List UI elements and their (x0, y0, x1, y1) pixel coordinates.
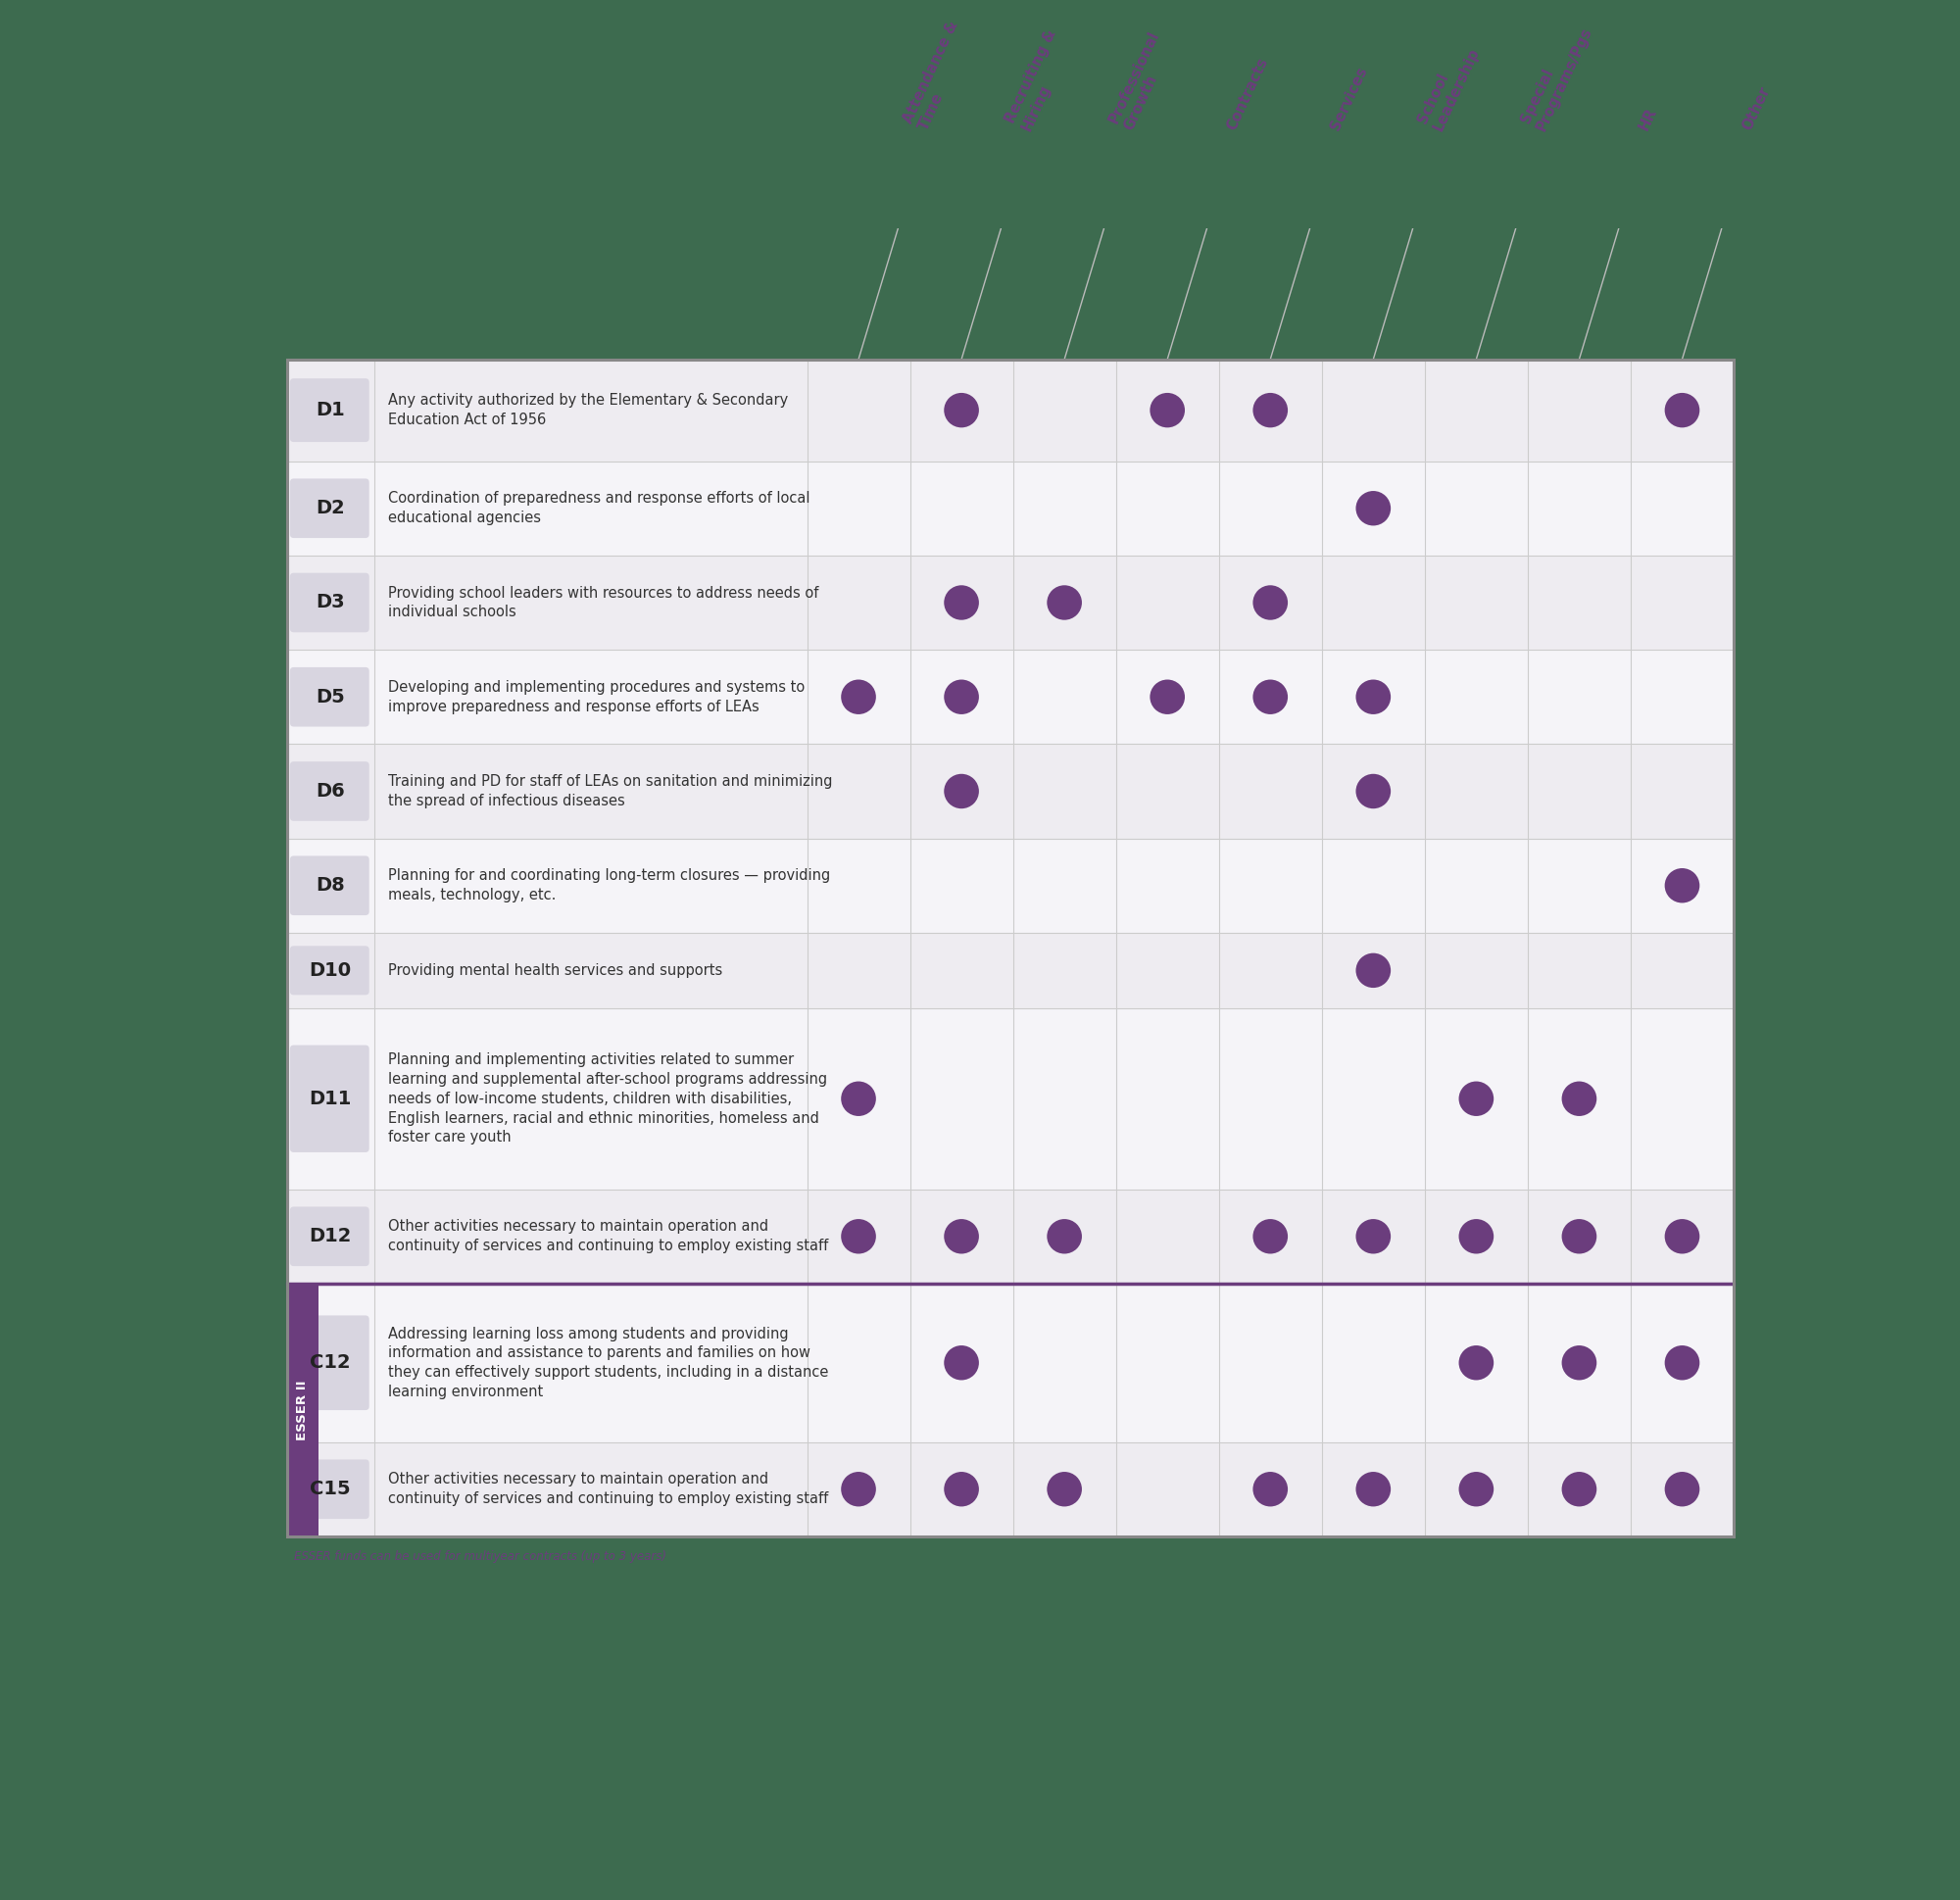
Text: ESSER II: ESSER II (296, 1379, 310, 1440)
Circle shape (841, 1220, 876, 1254)
Text: D12: D12 (310, 1227, 351, 1246)
Circle shape (1664, 868, 1699, 902)
Circle shape (1562, 1081, 1597, 1115)
Circle shape (1664, 1345, 1699, 1379)
Text: School
Leadership: School Leadership (1415, 38, 1482, 133)
Circle shape (1458, 1473, 1494, 1507)
Text: C15: C15 (310, 1480, 351, 1499)
Text: Planning and implementing activities related to summer
learning and supplemental: Planning and implementing activities rel… (388, 1053, 827, 1146)
Circle shape (1151, 680, 1186, 714)
FancyBboxPatch shape (290, 946, 368, 996)
Circle shape (945, 680, 978, 714)
Circle shape (1047, 585, 1082, 619)
Bar (286, 1442, 1735, 1537)
Text: Addressing learning loss among students and providing
information and assistance: Addressing learning loss among students … (388, 1326, 829, 1398)
Circle shape (1458, 1081, 1494, 1115)
Circle shape (1151, 393, 1186, 428)
Bar (286, 359, 1735, 462)
Text: D1: D1 (316, 401, 345, 420)
Text: HR: HR (1637, 106, 1660, 133)
Text: Providing school leaders with resources to address needs of
individual schools: Providing school leaders with resources … (388, 585, 819, 619)
Text: Providing mental health services and supports: Providing mental health services and sup… (388, 963, 721, 979)
Bar (286, 745, 1735, 838)
Text: D6: D6 (316, 783, 345, 800)
Text: D2: D2 (316, 500, 345, 517)
Circle shape (1356, 1473, 1392, 1507)
Text: Other activities necessary to maintain operation and
continuity of services and : Other activities necessary to maintain o… (388, 1473, 827, 1507)
Text: Attendance &
Time: Attendance & Time (900, 19, 976, 133)
Circle shape (945, 393, 978, 428)
Circle shape (1562, 1345, 1597, 1379)
Bar (286, 1284, 319, 1537)
Bar (286, 555, 1735, 650)
Circle shape (1664, 1220, 1699, 1254)
FancyBboxPatch shape (290, 1045, 368, 1151)
FancyBboxPatch shape (290, 1207, 368, 1265)
Bar (286, 650, 1735, 745)
FancyBboxPatch shape (290, 378, 368, 443)
Text: Contracts: Contracts (1225, 55, 1272, 133)
Text: Developing and implementing procedures and systems to
improve preparedness and r: Developing and implementing procedures a… (388, 680, 804, 714)
Bar (286, 838, 1735, 933)
Text: Training and PD for staff of LEAs on sanitation and minimizing
the spread of inf: Training and PD for staff of LEAs on san… (388, 773, 833, 808)
Text: Other: Other (1739, 86, 1772, 133)
Text: D5: D5 (316, 688, 345, 707)
FancyBboxPatch shape (290, 574, 368, 633)
Circle shape (841, 1081, 876, 1115)
Circle shape (1458, 1345, 1494, 1379)
Text: C12: C12 (310, 1353, 351, 1372)
Circle shape (945, 585, 978, 619)
Circle shape (841, 680, 876, 714)
Bar (286, 1284, 1735, 1442)
Text: D11: D11 (310, 1089, 351, 1108)
Text: D3: D3 (316, 593, 345, 612)
FancyBboxPatch shape (290, 1315, 368, 1410)
Bar (286, 1009, 1735, 1189)
Text: D10: D10 (310, 961, 351, 980)
Text: Services: Services (1327, 65, 1370, 133)
Circle shape (1252, 393, 1288, 428)
FancyBboxPatch shape (290, 762, 368, 821)
Circle shape (1356, 1220, 1392, 1254)
Circle shape (945, 1345, 978, 1379)
Circle shape (1356, 954, 1392, 988)
Text: Special
Programs/Pgs: Special Programs/Pgs (1519, 17, 1595, 133)
Text: ESSER funds can be used for multiyear contracts (up to 3 years): ESSER funds can be used for multiyear co… (294, 1550, 666, 1562)
Circle shape (1458, 1220, 1494, 1254)
Circle shape (945, 1220, 978, 1254)
Circle shape (1252, 680, 1288, 714)
Circle shape (1664, 1473, 1699, 1507)
Text: Professional
Growth: Professional Growth (1105, 28, 1178, 133)
Bar (286, 1189, 1735, 1284)
Circle shape (1252, 1220, 1288, 1254)
Circle shape (1252, 1473, 1288, 1507)
Bar (286, 462, 1735, 555)
Circle shape (841, 1473, 876, 1507)
Circle shape (1356, 490, 1392, 526)
FancyBboxPatch shape (290, 1459, 368, 1518)
Bar (286, 933, 1735, 1009)
Circle shape (1047, 1220, 1082, 1254)
Text: D8: D8 (316, 876, 345, 895)
FancyBboxPatch shape (290, 479, 368, 538)
Circle shape (1252, 585, 1288, 619)
Circle shape (1664, 393, 1699, 428)
Circle shape (945, 773, 978, 809)
Circle shape (1562, 1220, 1597, 1254)
Circle shape (1356, 680, 1392, 714)
Circle shape (1047, 1473, 1082, 1507)
Text: Recruiting &
Hiring: Recruiting & Hiring (1004, 28, 1074, 133)
Circle shape (1356, 773, 1392, 809)
FancyBboxPatch shape (290, 855, 368, 916)
Text: Any activity authorized by the Elementary & Secondary
Education Act of 1956: Any activity authorized by the Elementar… (388, 393, 788, 428)
Text: Planning for and coordinating long-term closures — providing
meals, technology, : Planning for and coordinating long-term … (388, 868, 829, 902)
Circle shape (945, 1473, 978, 1507)
FancyBboxPatch shape (290, 667, 368, 726)
Text: Other activities necessary to maintain operation and
continuity of services and : Other activities necessary to maintain o… (388, 1220, 827, 1254)
Text: Coordination of preparedness and response efforts of local
educational agencies: Coordination of preparedness and respons… (388, 492, 809, 526)
Circle shape (1562, 1473, 1597, 1507)
Bar (286, 359, 1735, 1537)
